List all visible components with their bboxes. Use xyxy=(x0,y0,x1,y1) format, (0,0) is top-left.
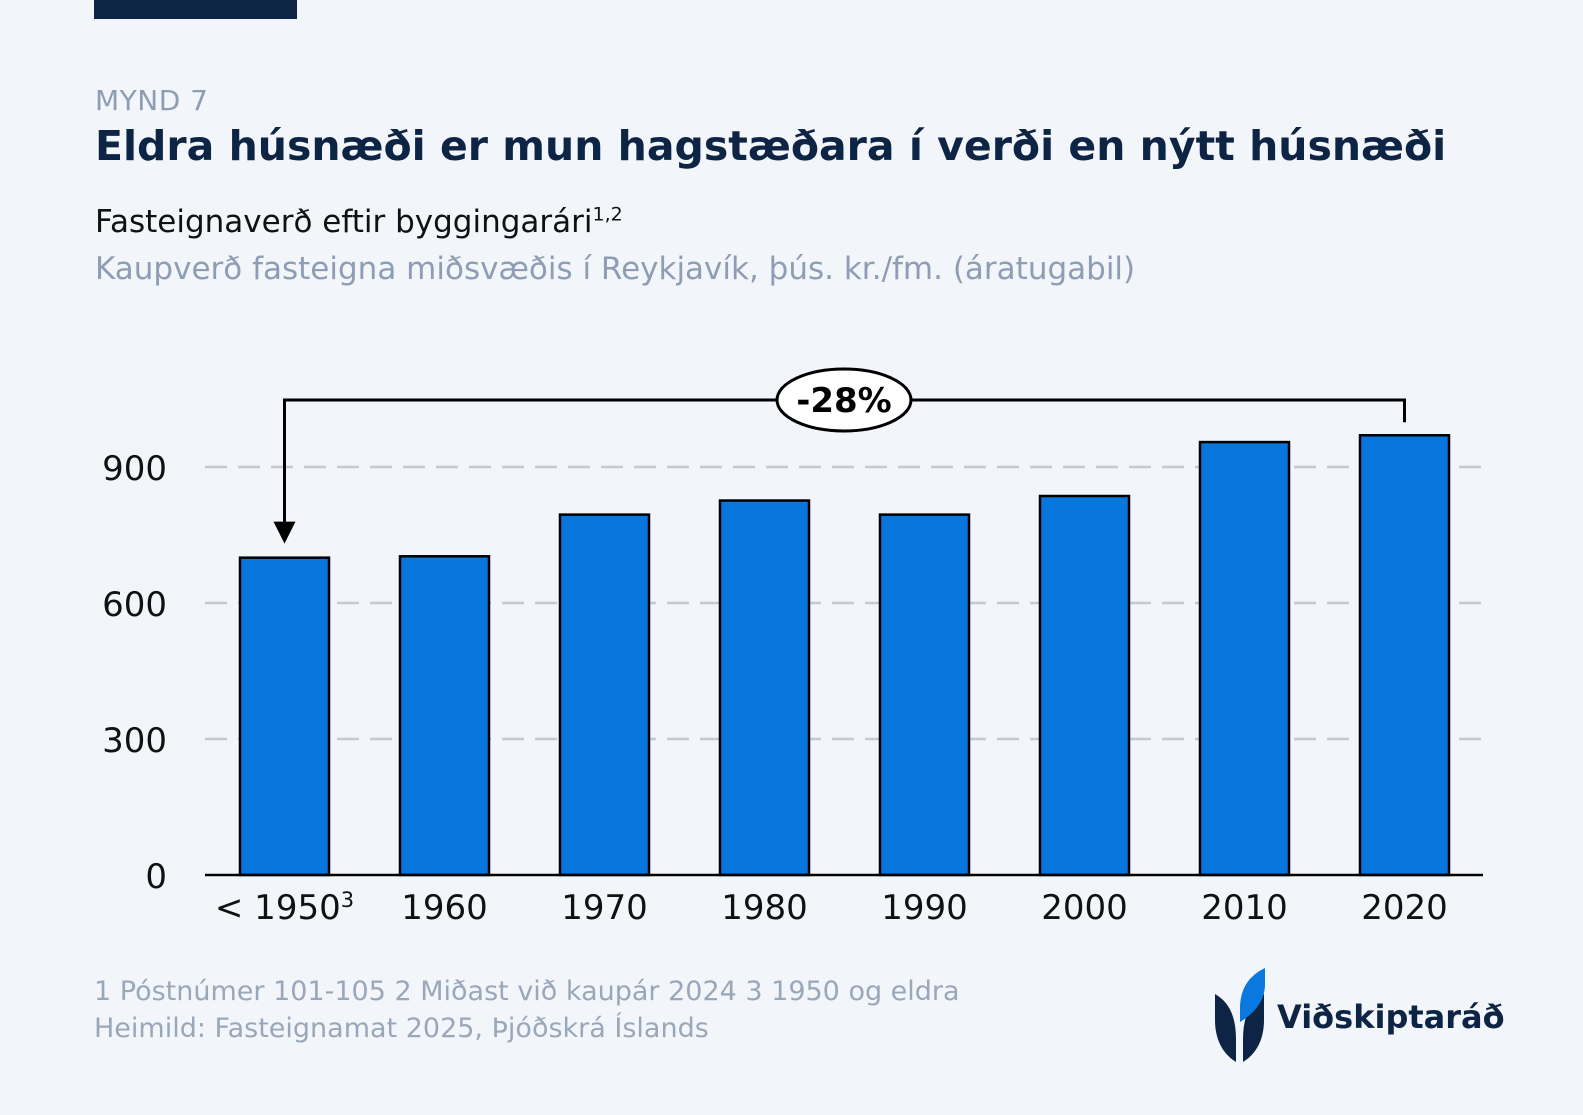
brand-logo: Viðskiptaráð xyxy=(1215,968,1505,1064)
x-tick-label: 1980 xyxy=(721,888,808,928)
chart-unit-line: Kaupverð fasteigna miðsvæðis í Reykjavík… xyxy=(95,251,1136,287)
annotation-arrowhead xyxy=(273,521,296,544)
bar xyxy=(718,499,811,877)
x-tick-label: 1970 xyxy=(561,888,648,928)
annotation-label: -28% xyxy=(796,381,892,421)
bar xyxy=(558,513,651,877)
annotation-bubble xyxy=(775,367,913,433)
bar xyxy=(1358,434,1451,877)
chart-subtitle-footnote-marker: 1,2 xyxy=(592,203,623,226)
y-tick-label: 300 xyxy=(102,721,167,761)
figure-title: Eldra húsnæði er mun hagstæðara í verði … xyxy=(95,122,1447,170)
bar xyxy=(1198,440,1291,877)
top-accent-bar xyxy=(94,0,297,19)
footnote-text: 1 Póstnúmer 101-105 2 Miðast við kaupár … xyxy=(94,976,960,1007)
bar xyxy=(878,513,971,877)
x-tick-label: 2000 xyxy=(1041,888,1128,928)
bar xyxy=(238,556,331,877)
footnotes: 1 Póstnúmer 101-105 2 Miðast við kaupár … xyxy=(94,973,960,1047)
figure-number: MYND 7 xyxy=(95,84,209,117)
x-tick-label: 1990 xyxy=(881,888,968,928)
bar xyxy=(1038,494,1131,877)
x-tick-label: < 19503 xyxy=(215,888,354,928)
y-tick-label: 900 xyxy=(102,449,167,489)
chart-subtitle: Fasteignaverð eftir byggingarári1,2 xyxy=(95,204,623,240)
x-tick-label: 2010 xyxy=(1201,888,1288,928)
chart-subtitle-text: Fasteignaverð eftir byggingarári xyxy=(95,204,593,240)
x-tick-label: 1960 xyxy=(401,888,488,928)
x-tick-label: 2020 xyxy=(1361,888,1448,928)
x-tick-footnote-marker: 3 xyxy=(341,888,354,912)
y-tick-label: 600 xyxy=(102,585,167,625)
bar xyxy=(398,555,491,877)
source-text: Heimild: Fasteignamat 2025, Þjóðskrá Ísl… xyxy=(94,1013,709,1044)
y-tick-label: 0 xyxy=(145,857,167,897)
logo-wordmark: Viðskiptaráð xyxy=(1277,998,1505,1036)
leaf-logo-icon xyxy=(1215,968,1265,1062)
